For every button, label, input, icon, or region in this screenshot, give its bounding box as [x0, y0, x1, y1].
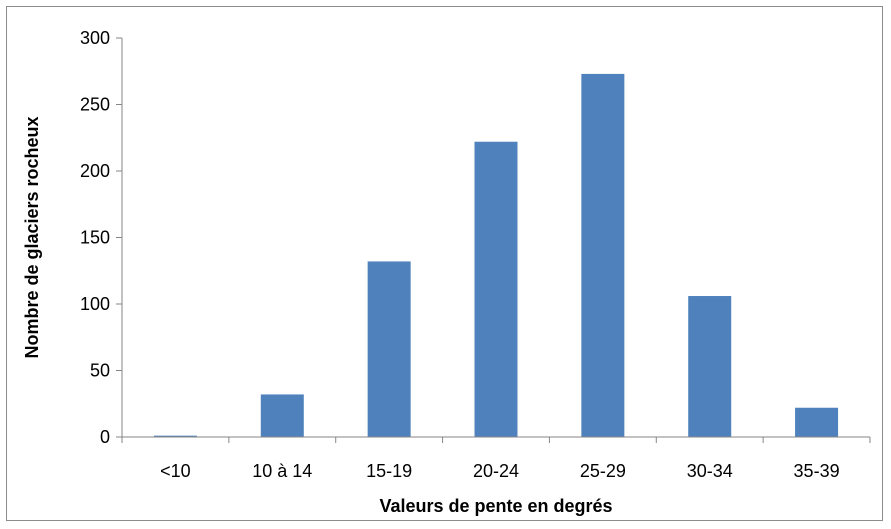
- bar: [260, 394, 304, 437]
- x-tick-label: 35-39: [794, 461, 840, 481]
- bar: [795, 407, 839, 437]
- y-axis-title: Nombre de glaciers rocheux: [22, 116, 42, 358]
- x-tick-label: 25-29: [580, 461, 626, 481]
- x-tick-label: 30-34: [687, 461, 733, 481]
- x-tick-label: 10 à 14: [252, 461, 312, 481]
- x-tick-label: <10: [160, 461, 191, 481]
- x-axis-ticks: <10 10 à 14 15-19 20-24 25-29 30-34 35-39: [121, 437, 871, 481]
- bars: [153, 73, 839, 438]
- bar: [474, 141, 518, 438]
- y-tick-label: 0: [100, 427, 110, 447]
- x-tick-label: 20-24: [473, 461, 519, 481]
- y-tick-label: 200: [80, 161, 110, 181]
- y-tick-label: 50: [90, 361, 110, 381]
- x-axis-title: Valeurs de pente en degrés: [379, 496, 612, 516]
- chart-frame: [6, 6, 883, 521]
- y-tick-label: 150: [80, 228, 110, 248]
- y-tick-label: 250: [80, 95, 110, 115]
- y-axis-ticks: 0 50 100 150 200 250 300: [80, 28, 122, 447]
- bar: [581, 73, 625, 437]
- y-tick-label: 100: [80, 294, 110, 314]
- bar: [688, 296, 732, 437]
- x-tick-label: 15-19: [366, 461, 412, 481]
- y-tick-label: 300: [80, 28, 110, 48]
- bar: [367, 261, 411, 437]
- bar: [153, 435, 197, 437]
